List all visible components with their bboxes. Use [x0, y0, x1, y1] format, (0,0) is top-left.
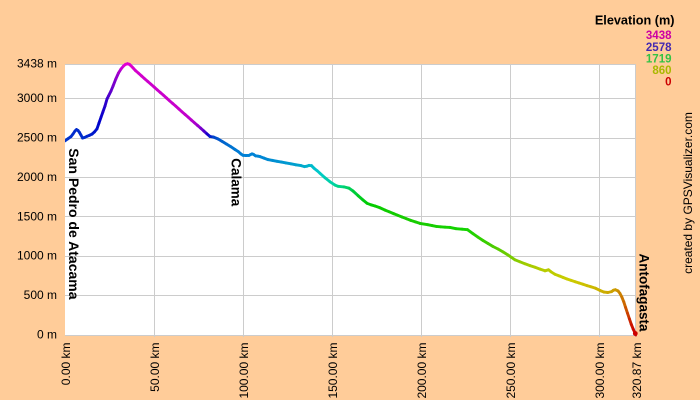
svg-text:200.00 km: 200.00 km — [415, 343, 429, 399]
svg-text:250.00 km: 250.00 km — [504, 343, 518, 399]
svg-text:3438: 3438 — [646, 30, 672, 42]
svg-text:created by GPSVisualizer.com: created by GPSVisualizer.com — [681, 112, 695, 274]
svg-text:500 m: 500 m — [24, 288, 57, 302]
svg-text:860: 860 — [652, 65, 671, 77]
svg-text:100.00 km: 100.00 km — [237, 343, 251, 399]
svg-text:2000 m: 2000 m — [17, 170, 57, 184]
svg-text:0 m: 0 m — [37, 328, 57, 342]
svg-text:50.00 km: 50.00 km — [148, 342, 162, 391]
svg-text:320.87 km: 320.87 km — [630, 343, 644, 399]
svg-text:1000 m: 1000 m — [17, 249, 57, 263]
svg-text:300.00 km: 300.00 km — [593, 343, 607, 399]
svg-text:Elevation (m): Elevation (m) — [595, 14, 675, 28]
svg-text:2500 m: 2500 m — [17, 130, 57, 144]
svg-text:0: 0 — [665, 77, 671, 89]
svg-text:3000 m: 3000 m — [17, 91, 57, 105]
svg-text:150.00 km: 150.00 km — [326, 343, 340, 399]
svg-text:1719: 1719 — [646, 53, 672, 65]
svg-text:3438 m: 3438 m — [17, 57, 57, 71]
svg-text:Calama: Calama — [229, 158, 244, 207]
svg-text:Antofagasta: Antofagasta — [637, 254, 652, 332]
svg-text:2578: 2578 — [646, 42, 672, 54]
svg-text:1500 m: 1500 m — [17, 209, 57, 223]
svg-text:San Pedro de Atacama: San Pedro de Atacama — [66, 148, 82, 299]
svg-text:0.00 km: 0.00 km — [59, 342, 73, 385]
